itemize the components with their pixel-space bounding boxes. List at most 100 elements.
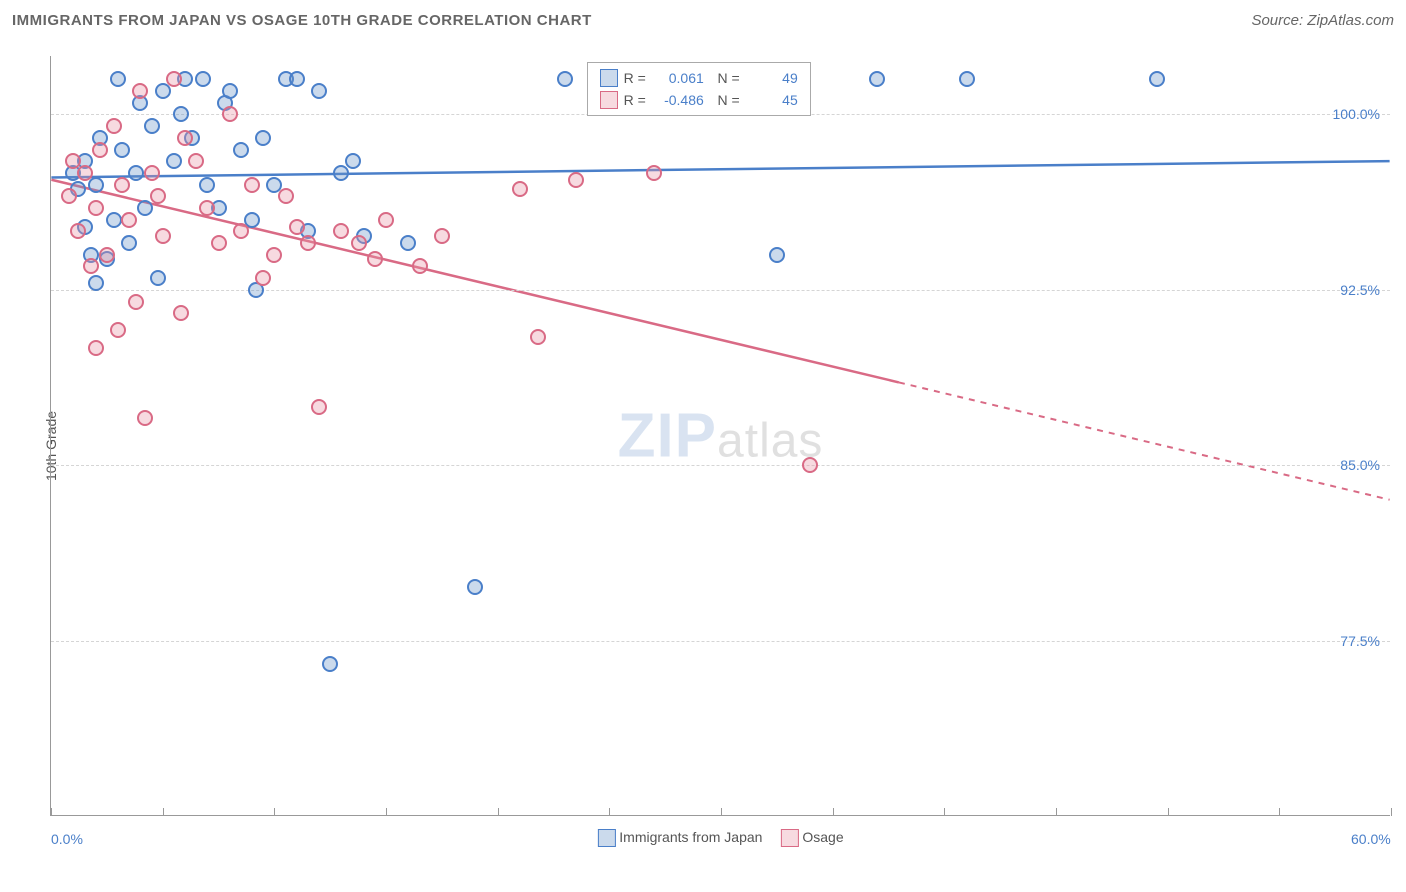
scatter-point-osage [77,165,93,181]
x-tick [1391,808,1392,816]
legend-swatch-japan [597,829,615,847]
x-tick [498,808,499,816]
scatter-point-osage [646,165,662,181]
scatter-point-osage [266,247,282,263]
scatter-point-japan [166,153,182,169]
scatter-point-osage [61,188,77,204]
legend-swatch-japan [600,69,618,87]
scatter-point-japan [199,177,215,193]
scatter-point-japan [1149,71,1165,87]
y-tick-label: 100.0% [1333,106,1380,122]
scatter-point-osage [99,247,115,263]
scatter-point-japan [322,656,338,672]
legend-label-japan: Immigrants from Japan [619,829,762,845]
scatter-point-osage [530,329,546,345]
scatter-point-osage [278,188,294,204]
scatter-point-japan [222,83,238,99]
x-tick [1056,808,1057,816]
scatter-point-japan [233,142,249,158]
scatter-point-osage [70,223,86,239]
scatter-point-osage [233,223,249,239]
scatter-point-osage [92,142,108,158]
scatter-point-japan [195,71,211,87]
scatter-point-japan [110,71,126,87]
scatter-point-japan [311,83,327,99]
scatter-point-osage [333,223,349,239]
x-tick [163,808,164,816]
scatter-point-japan [467,579,483,595]
legend-r-value-osage: -0.486 [652,92,704,108]
legend-label-osage: Osage [802,829,843,845]
scatter-point-osage [311,399,327,415]
scatter-point-japan [121,235,137,251]
scatter-point-osage [83,258,99,274]
scatter-point-osage [137,410,153,426]
scatter-point-osage [121,212,137,228]
x-range-label: 60.0% [1351,831,1391,847]
scatter-point-japan [114,142,130,158]
scatter-point-japan [345,153,361,169]
legend-r-label: R = [624,92,646,108]
legend-r-value-japan: 0.061 [652,70,704,86]
y-tick-label: 77.5% [1340,633,1380,649]
scatter-point-osage [412,258,428,274]
scatter-point-japan [106,212,122,228]
scatter-point-japan [557,71,573,87]
chart-title: IMMIGRANTS FROM JAPAN VS OSAGE 10TH GRAD… [12,12,592,29]
legend-n-label: N = [710,92,740,108]
x-tick [274,808,275,816]
regression-line-japan [51,161,1389,177]
legend-r-label: R = [624,70,646,86]
plot-area: ZIPatlas 77.5%85.0%92.5%100.0%0.0%60.0%R… [50,56,1390,816]
scatter-point-osage [88,200,104,216]
legend-n-value-osage: 45 [746,92,798,108]
scatter-point-osage [188,153,204,169]
x-range-label: 0.0% [51,831,83,847]
x-tick [1279,808,1280,816]
scatter-point-osage [128,294,144,310]
scatter-point-osage [106,118,122,134]
scatter-point-japan [869,71,885,87]
scatter-point-osage [177,130,193,146]
scatter-point-japan [88,275,104,291]
scatter-point-osage [150,188,166,204]
scatter-point-japan [150,270,166,286]
scatter-point-japan [144,118,160,134]
scatter-point-osage [110,322,126,338]
scatter-point-japan [255,130,271,146]
x-tick [51,808,52,816]
legend-n-label: N = [710,70,740,86]
scatter-point-osage [512,181,528,197]
scatter-point-osage [132,83,148,99]
scatter-point-osage [289,219,305,235]
y-tick-label: 85.0% [1340,457,1380,473]
scatter-point-osage [802,457,818,473]
scatter-point-osage [222,106,238,122]
x-tick [944,808,945,816]
scatter-point-osage [568,172,584,188]
scatter-point-japan [173,106,189,122]
scatter-point-japan [400,235,416,251]
x-tick [1168,808,1169,816]
scatter-point-osage [199,200,215,216]
scatter-point-osage [211,235,227,251]
regression-extrapolation-osage [899,382,1390,499]
x-tick [721,808,722,816]
scatter-point-osage [300,235,316,251]
source-attribution: Source: ZipAtlas.com [1251,12,1394,29]
watermark: ZIPatlas [618,400,824,471]
legend-stats: R = 0.061 N = 49 R = -0.486 N = 45 [587,62,811,116]
y-tick-label: 92.5% [1340,282,1380,298]
gridline [51,465,1390,466]
scatter-point-japan [88,177,104,193]
x-tick [386,808,387,816]
scatter-point-osage [434,228,450,244]
legend-swatch-osage [600,91,618,109]
x-tick [609,808,610,816]
scatter-point-osage [351,235,367,251]
scatter-point-osage [255,270,271,286]
regression-lines [51,56,1390,815]
legend-n-value-japan: 49 [746,70,798,86]
scatter-point-osage [166,71,182,87]
scatter-point-osage [88,340,104,356]
